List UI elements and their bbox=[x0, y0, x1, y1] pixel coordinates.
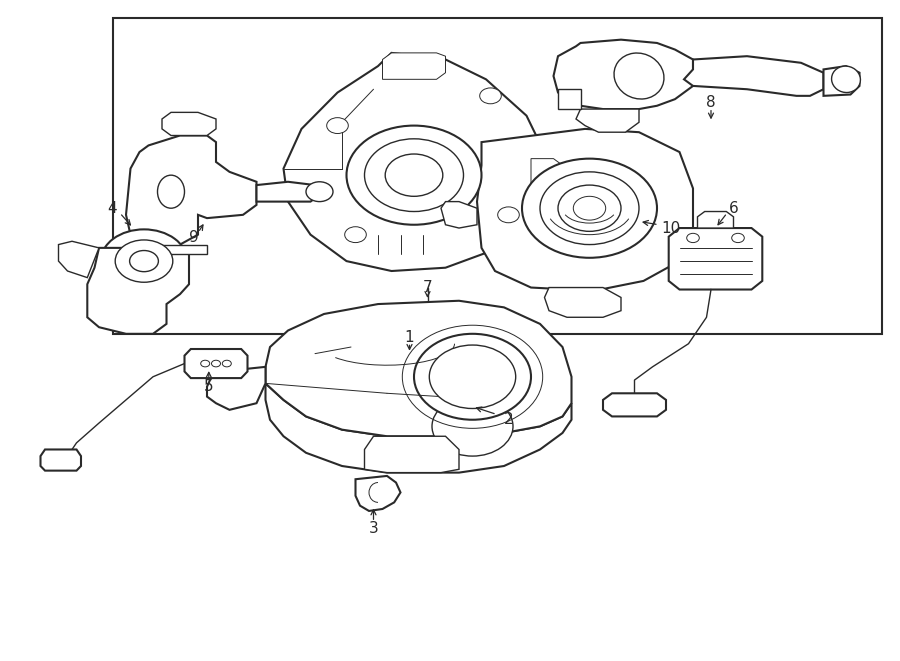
Polygon shape bbox=[441, 202, 477, 228]
Polygon shape bbox=[576, 109, 639, 132]
Circle shape bbox=[327, 118, 348, 134]
Circle shape bbox=[687, 233, 699, 243]
Circle shape bbox=[414, 334, 531, 420]
Circle shape bbox=[306, 182, 333, 202]
Polygon shape bbox=[824, 66, 859, 96]
Circle shape bbox=[558, 185, 621, 231]
Text: 9: 9 bbox=[189, 231, 198, 245]
Polygon shape bbox=[256, 182, 320, 202]
Polygon shape bbox=[531, 159, 567, 188]
Polygon shape bbox=[184, 349, 248, 378]
Ellipse shape bbox=[832, 66, 860, 93]
Text: 8: 8 bbox=[706, 95, 716, 110]
Circle shape bbox=[115, 240, 173, 282]
Polygon shape bbox=[554, 40, 693, 109]
Polygon shape bbox=[669, 228, 762, 290]
Circle shape bbox=[345, 227, 366, 243]
Circle shape bbox=[522, 159, 657, 258]
Ellipse shape bbox=[614, 53, 664, 99]
Polygon shape bbox=[58, 241, 99, 278]
Polygon shape bbox=[477, 129, 693, 291]
Circle shape bbox=[432, 397, 513, 456]
Polygon shape bbox=[87, 248, 189, 334]
Circle shape bbox=[364, 139, 464, 212]
Ellipse shape bbox=[158, 175, 184, 208]
Circle shape bbox=[346, 126, 482, 225]
Polygon shape bbox=[207, 367, 266, 410]
Text: 5: 5 bbox=[204, 379, 213, 394]
Text: 10: 10 bbox=[661, 221, 680, 235]
Polygon shape bbox=[698, 212, 733, 228]
Polygon shape bbox=[684, 56, 824, 96]
Polygon shape bbox=[356, 476, 400, 511]
Text: 6: 6 bbox=[729, 201, 738, 215]
Circle shape bbox=[429, 345, 516, 408]
Text: 1: 1 bbox=[405, 330, 414, 344]
Polygon shape bbox=[126, 136, 256, 245]
Circle shape bbox=[480, 88, 501, 104]
Polygon shape bbox=[40, 449, 81, 471]
Circle shape bbox=[732, 233, 744, 243]
Polygon shape bbox=[558, 89, 580, 109]
Polygon shape bbox=[266, 383, 572, 473]
Text: 7: 7 bbox=[423, 280, 432, 295]
Circle shape bbox=[540, 172, 639, 245]
Circle shape bbox=[573, 196, 606, 220]
Circle shape bbox=[498, 207, 519, 223]
Circle shape bbox=[101, 229, 187, 293]
Text: 2: 2 bbox=[504, 412, 513, 427]
Polygon shape bbox=[382, 53, 446, 79]
Polygon shape bbox=[140, 245, 207, 254]
Circle shape bbox=[385, 154, 443, 196]
Text: 4: 4 bbox=[108, 201, 117, 215]
Polygon shape bbox=[284, 53, 549, 271]
Polygon shape bbox=[162, 112, 216, 136]
Polygon shape bbox=[544, 288, 621, 317]
Text: 3: 3 bbox=[369, 522, 378, 536]
Polygon shape bbox=[603, 393, 666, 416]
Polygon shape bbox=[364, 436, 459, 473]
Polygon shape bbox=[266, 301, 572, 436]
Bar bbox=[112, 18, 882, 334]
Circle shape bbox=[130, 251, 158, 272]
